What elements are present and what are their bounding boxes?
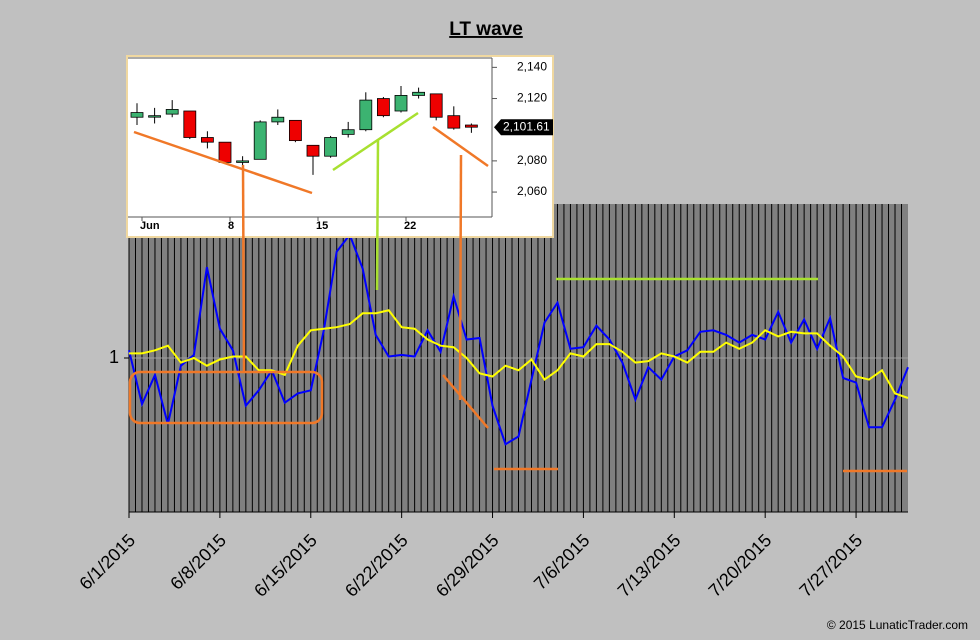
y-tick-label: 2,120: [517, 91, 547, 105]
last-price-tag: [494, 119, 553, 136]
y-tick-label: 2,060: [517, 184, 547, 198]
chart-title: LT wave: [449, 19, 523, 40]
candle-body: [464, 124, 478, 128]
y-tick-label: 2,140: [517, 60, 547, 74]
candle-body: [236, 160, 250, 163]
candle-body: [324, 137, 338, 157]
annotation-line: [442, 374, 489, 429]
candle-body: [130, 112, 144, 118]
annotation-line: [458, 154, 463, 401]
candle-body: [165, 109, 179, 115]
series-line: [129, 309, 909, 399]
inset-chart: 2,060 2,080 2,120 2,140 Jun 8 15 22 2,101.61: [126, 55, 554, 238]
y-tick-label: 2,080: [517, 153, 547, 167]
candle-body: [306, 144, 320, 157]
candle-body: [218, 141, 232, 163]
candle-body: [412, 91, 426, 96]
x-tick-label: 8: [228, 220, 234, 232]
annotation-line: [332, 111, 419, 172]
candle-body: [341, 129, 355, 135]
candle-body: [376, 98, 390, 117]
annotation-box: [128, 370, 324, 425]
x-tick-label: Jun: [140, 220, 160, 232]
candle-body: [200, 137, 214, 143]
candle-body: [288, 119, 302, 142]
annotation-line: [241, 164, 246, 373]
last-price-label: 2,101.61: [503, 119, 550, 133]
candle-body: [148, 115, 162, 118]
annotation-line: [432, 125, 489, 168]
y-tick-label: 1: [109, 347, 119, 367]
series-line: [128, 232, 909, 446]
candle-body: [359, 99, 373, 131]
candle-body: [447, 115, 461, 129]
inset-frame: [126, 55, 554, 238]
x-tick-label: 15: [316, 220, 328, 232]
candle-body: [394, 95, 408, 112]
x-tick-label: 22: [404, 220, 416, 232]
candle-body: [253, 121, 267, 160]
annotation-line: [133, 130, 313, 195]
copyright: © 2015 LunaticTrader.com: [827, 618, 968, 632]
candle-body: [183, 110, 197, 138]
candle-body: [271, 116, 285, 123]
candle-body: [429, 93, 443, 118]
annotations: [128, 111, 907, 473]
annotation-line: [375, 139, 380, 291]
